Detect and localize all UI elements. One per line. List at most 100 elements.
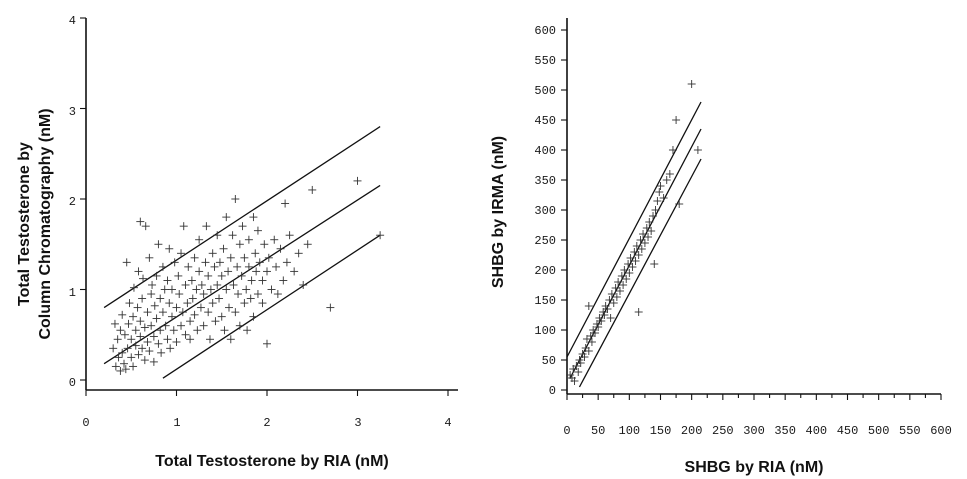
left-data-point (224, 303, 233, 312)
left-data-point (240, 299, 249, 308)
left-data-point (188, 294, 197, 303)
right-data-point (597, 317, 606, 325)
right-data-point (594, 323, 603, 331)
left-data-point (195, 235, 204, 244)
right-data-point (619, 281, 628, 289)
left-data-point (136, 317, 145, 326)
right-data-point (645, 218, 654, 226)
left-data-point (124, 319, 133, 328)
left-data-point (238, 222, 247, 231)
right-y-tick: 400 (534, 144, 556, 158)
left-data-point (199, 321, 208, 330)
right-data-marks (566, 80, 702, 388)
left-data-point (303, 240, 312, 249)
left-data-point (270, 235, 279, 244)
left-data-point (169, 326, 178, 335)
right-data-point (668, 146, 677, 154)
left-data-point (121, 365, 130, 374)
left-data-point (234, 290, 243, 299)
left-data-point (217, 271, 226, 280)
left-data-point (120, 359, 129, 368)
right-data-point (572, 362, 581, 370)
left-data-point (116, 366, 125, 375)
left-data-point (224, 267, 233, 276)
left-lower-line (162, 234, 381, 379)
right-data-point (570, 377, 579, 385)
right-data-point (620, 266, 629, 274)
left-data-point (217, 312, 226, 321)
left-data-point (154, 240, 163, 249)
right-y-tick: 550 (534, 54, 556, 68)
right-x-tick: 150 (650, 424, 672, 438)
left-data-point (213, 231, 222, 240)
left-data-point (231, 308, 240, 317)
left-data-point (179, 222, 188, 231)
right-data-point (628, 263, 637, 271)
right-data-point (693, 146, 702, 154)
left-data-point (167, 285, 176, 294)
right-data-point (636, 236, 645, 244)
right-data-point (591, 329, 600, 337)
left-regression-line (103, 184, 381, 365)
right-data-point (649, 212, 658, 220)
left-data-point (253, 226, 262, 235)
left-data-point (229, 280, 238, 289)
left-data-point (187, 276, 196, 285)
left-data-point (235, 321, 244, 330)
left-data-point (152, 314, 161, 323)
left-data-point (113, 335, 122, 344)
right-data-point (651, 206, 660, 214)
left-data-point (206, 285, 215, 294)
right-upper-line (566, 101, 702, 358)
right-x-tick: 500 (868, 424, 890, 438)
left-data-point (376, 231, 385, 240)
left-data-point (152, 271, 161, 280)
left-data-point (165, 244, 174, 253)
right-data-point (622, 275, 631, 283)
right-x-tick: 100 (619, 424, 641, 438)
left-data-point (122, 258, 131, 267)
left-data-point (156, 326, 165, 335)
left-x-axis-label: Total Testosterone by RIA (nM) (155, 453, 388, 470)
left-data-point (205, 335, 214, 344)
right-data-point (617, 272, 626, 280)
left-data-point (127, 353, 136, 362)
left-y-axis-label-line1: Total Testosterone by (16, 142, 33, 306)
right-data-point (640, 239, 649, 247)
right-y-tick: 250 (534, 234, 556, 248)
right-data-point (632, 242, 641, 250)
left-data-point (163, 276, 172, 285)
left-data-point (139, 274, 148, 283)
left-data-point (143, 337, 152, 346)
left-data-point (158, 262, 167, 271)
right-data-point (609, 299, 618, 307)
left-data-point (145, 347, 154, 356)
right-data-point (587, 338, 596, 346)
right-y-tick: 350 (534, 174, 556, 188)
right-data-point (634, 251, 643, 259)
left-data-point (114, 353, 123, 362)
left-data-point (244, 262, 253, 271)
right-data-point (600, 311, 609, 319)
left-data-point (161, 321, 170, 330)
left-y-tick: 1 (69, 286, 76, 300)
left-data-point (294, 249, 303, 258)
left-data-point (183, 299, 192, 308)
right-data-point (625, 269, 634, 277)
left-data-point (244, 235, 253, 244)
left-data-point (134, 350, 143, 359)
left-data-point (138, 344, 147, 353)
left-data-point (263, 339, 271, 348)
right-data-point (662, 176, 671, 184)
left-data-point (249, 213, 258, 222)
left-data-point (263, 267, 271, 276)
left-data-point (116, 326, 125, 335)
right-x-tick: 50 (591, 424, 605, 438)
left-data-point (240, 253, 249, 262)
right-data-point (687, 80, 696, 88)
left-y-tick: 2 (69, 195, 76, 209)
right-y-tick: 150 (534, 294, 556, 308)
left-scatter-panel: 0 1 2 3 4 0 1 2 3 4 Total Testosterone b… (16, 14, 458, 470)
right-data-point (631, 257, 640, 265)
left-data-point (252, 267, 261, 276)
